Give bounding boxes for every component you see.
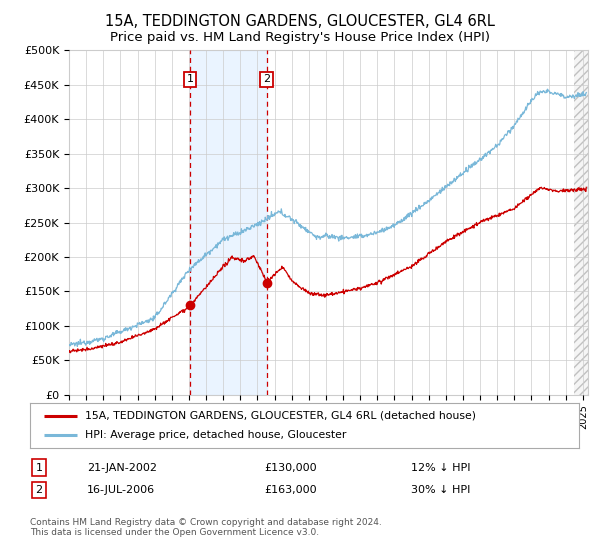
- Text: Price paid vs. HM Land Registry's House Price Index (HPI): Price paid vs. HM Land Registry's House …: [110, 31, 490, 44]
- Text: 30% ↓ HPI: 30% ↓ HPI: [411, 485, 470, 495]
- Text: £163,000: £163,000: [264, 485, 317, 495]
- Text: 15A, TEDDINGTON GARDENS, GLOUCESTER, GL4 6RL (detached house): 15A, TEDDINGTON GARDENS, GLOUCESTER, GL4…: [85, 410, 476, 421]
- Text: Contains HM Land Registry data © Crown copyright and database right 2024.
This d: Contains HM Land Registry data © Crown c…: [30, 518, 382, 538]
- Bar: [190, 50, 266, 395]
- Text: 12% ↓ HPI: 12% ↓ HPI: [411, 463, 470, 473]
- Text: 15A, TEDDINGTON GARDENS, GLOUCESTER, GL4 6RL: 15A, TEDDINGTON GARDENS, GLOUCESTER, GL4…: [105, 14, 495, 29]
- Text: 1: 1: [187, 74, 193, 85]
- Text: 2: 2: [263, 74, 270, 85]
- Text: 2: 2: [35, 485, 43, 495]
- Text: 21-JAN-2002: 21-JAN-2002: [87, 463, 157, 473]
- Text: 1: 1: [35, 463, 43, 473]
- Text: £130,000: £130,000: [264, 463, 317, 473]
- Text: 16-JUL-2006: 16-JUL-2006: [87, 485, 155, 495]
- Text: HPI: Average price, detached house, Gloucester: HPI: Average price, detached house, Glou…: [85, 431, 346, 441]
